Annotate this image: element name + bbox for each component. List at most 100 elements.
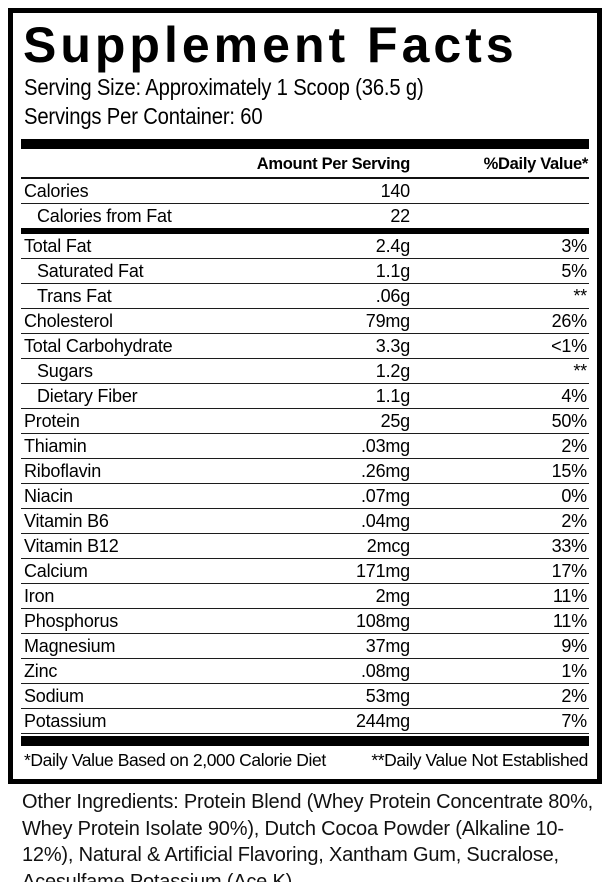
row-name: Calories: [24, 180, 89, 201]
serving-info: Serving Size: Approximately 1 Scoop (36.…: [24, 73, 521, 132]
table-row: Vitamin B6 .04mg 2%: [21, 509, 589, 534]
table-row: Cholesterol 79mg 26%: [21, 309, 589, 334]
row-amount: .07mg: [360, 485, 410, 506]
row-name: Calcium: [24, 560, 88, 581]
table-row: Zinc .08mg 1%: [21, 659, 589, 684]
table-row: Calories 140: [21, 179, 589, 204]
row-dv: 11%: [552, 610, 587, 631]
row-amount: .26mg: [360, 460, 410, 481]
row-name: Sugars: [37, 360, 93, 381]
row-dv: 7%: [561, 710, 587, 731]
row-name: Protein: [24, 410, 80, 431]
row-dv: **: [573, 360, 587, 381]
table-row: Magnesium 37mg 9%: [21, 634, 589, 659]
table-row: Trans Fat .06g **: [21, 284, 589, 309]
row-amount: 1.1g: [375, 260, 410, 281]
other-ingredients-text: Other Ingredients: Protein Blend (Whey P…: [22, 791, 594, 882]
row-name: Sodium: [24, 685, 84, 706]
row-dv: 5%: [561, 260, 587, 281]
row-amount: 244mg: [355, 710, 410, 731]
row-name: Total Carbohydrate: [24, 335, 173, 356]
row-amount: .03mg: [360, 435, 410, 456]
column-header-row: Amount Per Serving %Daily Value*: [21, 149, 589, 179]
row-amount: 53mg: [365, 685, 410, 706]
table-row: Iron 2mg 11%: [21, 584, 589, 609]
row-dv: 26%: [551, 310, 588, 331]
row-dv: 50%: [551, 410, 588, 431]
row-dv: 2%: [561, 510, 587, 531]
row-amount: 2mcg: [366, 535, 410, 556]
footnotes-row: *Daily Value Based on 2,000 Calorie Diet…: [21, 746, 589, 771]
amount-per-serving-header: Amount Per Serving: [256, 154, 411, 173]
table-row: Sugars 1.2g **: [21, 359, 589, 384]
row-amount: 22: [390, 205, 410, 226]
serving-size-text: Serving Size: Approximately 1 Scoop (36.…: [24, 74, 424, 100]
row-name: Trans Fat: [37, 285, 112, 306]
thick-divider-bottom: [21, 735, 589, 746]
table-row: Niacin .07mg 0%: [21, 484, 589, 509]
row-dv: 33%: [551, 535, 588, 556]
row-name: Iron: [24, 585, 55, 606]
row-dv: 9%: [561, 635, 587, 656]
row-amount: 140: [380, 180, 411, 201]
table-row: Total Carbohydrate 3.3g <1%: [21, 334, 589, 359]
row-amount: 2.4g: [375, 235, 410, 256]
supplement-facts-panel: Supplement Facts Serving Size: Approxima…: [8, 8, 602, 784]
row-dv: 11%: [552, 585, 587, 606]
row-dv: 3%: [561, 235, 587, 256]
row-amount: 171mg: [355, 560, 410, 581]
row-name: Vitamin B12: [24, 535, 119, 556]
table-row: Total Fat 2.4g 3%: [21, 234, 589, 259]
row-dv: 2%: [561, 685, 587, 706]
row-dv: 15%: [551, 460, 588, 481]
table-row: Sodium 53mg 2%: [21, 684, 589, 709]
row-name: Cholesterol: [24, 310, 113, 331]
row-name: Niacin: [24, 485, 73, 506]
row-dv: 0%: [561, 485, 587, 506]
not-established-footnote: **Daily Value Not Established: [371, 749, 588, 770]
daily-value-basis-footnote: *Daily Value Based on 2,000 Calorie Diet: [24, 749, 326, 770]
panel-title: Supplement Facts: [23, 17, 518, 73]
row-name: Magnesium: [24, 635, 116, 656]
row-name: Dietary Fiber: [37, 385, 138, 406]
table-row: Riboflavin .26mg 15%: [21, 459, 589, 484]
row-name: Saturated Fat: [37, 260, 144, 281]
row-amount: .04mg: [360, 510, 410, 531]
row-amount: 1.2g: [375, 360, 410, 381]
table-row: Calcium 171mg 17%: [21, 559, 589, 584]
row-dv: 1%: [561, 660, 587, 681]
row-name: Potassium: [24, 710, 107, 731]
row-dv: 4%: [561, 385, 587, 406]
table-row: Protein 25g 50%: [21, 409, 589, 434]
row-name: Thiamin: [24, 435, 87, 456]
row-amount: .08mg: [360, 660, 410, 681]
servings-per-container-text: Servings Per Container: 60: [24, 103, 263, 130]
thick-divider-top: [21, 138, 589, 149]
table-row: Phosphorus 108mg 11%: [21, 609, 589, 634]
row-name: Phosphorus: [24, 610, 119, 631]
row-name: Calories from Fat: [37, 205, 172, 226]
facts-rows: Calories 140 Calories from Fat 22 Total …: [21, 179, 589, 734]
row-amount: 37mg: [365, 635, 410, 656]
row-dv: 2%: [561, 435, 587, 456]
row-amount: 79mg: [365, 310, 410, 331]
row-amount: 3.3g: [375, 335, 410, 356]
row-name: Riboflavin: [24, 460, 102, 481]
table-row: Dietary Fiber 1.1g 4%: [21, 384, 589, 409]
row-amount: .06g: [375, 285, 410, 306]
row-amount: 108mg: [355, 610, 410, 631]
row-name: Zinc: [24, 660, 58, 681]
row-amount: 2mg: [375, 585, 411, 606]
table-row: Saturated Fat 1.1g 5%: [21, 259, 589, 284]
row-name: Total Fat: [24, 235, 92, 256]
table-row: Thiamin .03mg 2%: [21, 434, 589, 459]
row-dv: 17%: [551, 560, 588, 581]
row-dv: <1%: [551, 335, 587, 356]
row-amount: 25g: [380, 410, 411, 431]
table-row: Calories from Fat 22: [21, 204, 589, 234]
row-amount: 1.1g: [375, 385, 410, 406]
table-row: Vitamin B12 2mcg 33%: [21, 534, 589, 559]
row-name: Vitamin B6: [24, 510, 109, 531]
daily-value-header: %Daily Value*: [483, 154, 589, 173]
